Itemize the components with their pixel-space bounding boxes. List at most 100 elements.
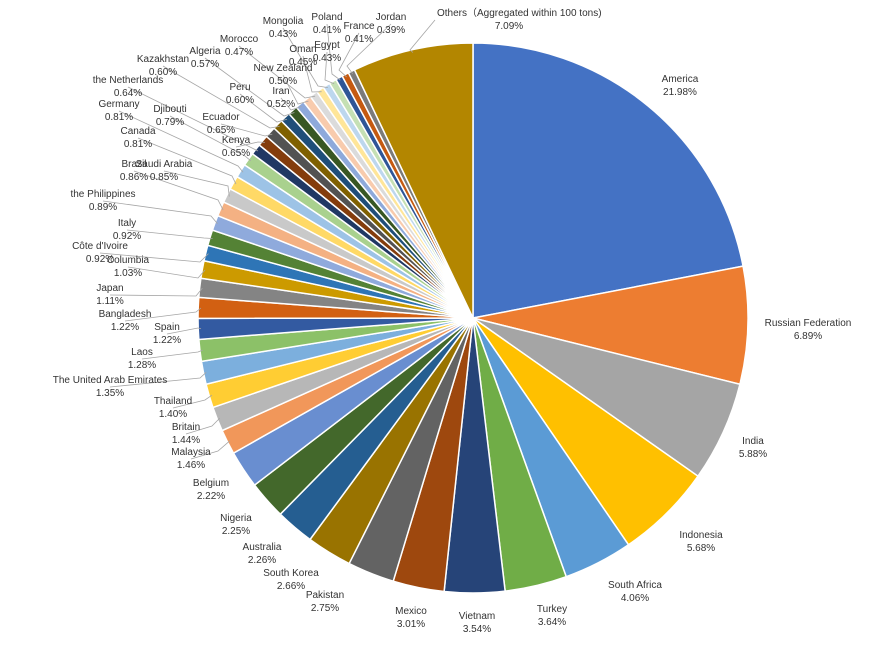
leader-line-the-philippines (102, 200, 218, 225)
leader-line-others-aggregated-within-100-tons (409, 19, 436, 53)
slice-label-poland: Poland (311, 12, 342, 23)
slice-value-peru: 0.60% (226, 95, 254, 106)
slice-value-mongolia: 0.43% (269, 29, 297, 40)
leader-line-bangladesh (124, 307, 202, 322)
slice-label-australia: Australia (243, 542, 282, 553)
slice-value-south-africa: 4.06% (621, 593, 649, 604)
slice-label-indonesia: Indonesia (679, 530, 723, 541)
slice-label-canada: Canada (120, 126, 155, 137)
slice-label-italy: Italy (118, 218, 136, 229)
slice-label-iran: Iran (272, 86, 289, 97)
slice-label-new-zealand: New Zealand (254, 63, 313, 74)
leader-line-mongolia (282, 27, 328, 88)
leader-line-c-te-d-ivoire (99, 252, 209, 263)
leader-lines (99, 19, 436, 460)
slice-label-nigeria: Nigeria (220, 513, 252, 524)
slice-label-djibouti: Djibouti (153, 104, 186, 115)
slice-label-vietnam: Vietnam (459, 611, 496, 622)
slice-label-saudi-arabia: Saudi Arabia (136, 159, 193, 170)
slice-value-thailand: 1.40% (159, 409, 187, 420)
slice-value-jordan: 0.39% (377, 25, 405, 36)
slice-labels: America 21.98% Russian Federation 6.89% Indi… (53, 7, 852, 635)
slice-label-south-africa: South Africa (608, 580, 662, 591)
slice-label-south-korea: South Korea (263, 568, 319, 579)
leader-line-columbia (127, 266, 206, 279)
slice-value-russian-federation: 6.89% (794, 331, 822, 342)
slice-value-pakistan: 2.75% (311, 603, 339, 614)
slice-value-the-philippines: 0.89% (89, 202, 117, 213)
slice-value-oman: 0.45% (289, 57, 317, 68)
leader-line-france (338, 32, 360, 78)
slice-value-italy: 0.92% (113, 231, 141, 242)
pie-slices (197, 42, 749, 594)
slice-value-america: 21.98% (663, 87, 697, 98)
slice-label-the-united-arab-emirates: The United Arab Emirates (53, 375, 168, 386)
slice-value-poland: 0.41% (313, 25, 341, 36)
slice-value-the-netherlands: 0.64% (114, 88, 142, 99)
slice-value-iran: 0.52% (267, 99, 295, 110)
leader-line-morocco (238, 45, 316, 99)
leader-line-germany (118, 110, 244, 173)
leader-line-iran (280, 97, 302, 111)
slice-value-india: 5.88% (739, 449, 767, 460)
slice-label-thailand: Thailand (154, 396, 192, 407)
slice-value-spain: 1.22% (153, 335, 181, 346)
leader-line-brazil (133, 170, 224, 211)
slice-label-algeria: Algeria (189, 46, 221, 57)
slice-value-djibouti: 0.79% (156, 117, 184, 128)
slice-value-nigeria: 2.25% (222, 526, 250, 537)
slice-label-mexico: Mexico (395, 606, 427, 617)
slice-value-france: 0.41% (345, 34, 373, 45)
slice-label-malaysia: Malaysia (171, 447, 211, 458)
slice-value-laos: 1.28% (128, 360, 156, 371)
slice-label-columbia: Columbia (107, 255, 150, 266)
leader-line-italy (126, 229, 213, 239)
slice-label-brazil: Brazil (121, 159, 146, 170)
slice-value-canada: 0.81% (124, 139, 152, 150)
slice-label-mongolia: Mongolia (263, 16, 304, 27)
slice-label-germany: Germany (98, 99, 139, 110)
slice-label-america: America (662, 74, 699, 85)
leader-line-the-united-arab-emirates (109, 372, 207, 388)
leader-line-canada (137, 137, 237, 185)
slice-label-pakistan: Pakistan (306, 590, 344, 601)
leader-line-ecuador (220, 123, 273, 137)
leader-line-malaysia (190, 440, 231, 460)
slice-value-belgium: 2.22% (197, 491, 225, 502)
slice-label-peru: Peru (229, 82, 250, 93)
slice-value-c-te-d-ivoire: 0.92% (86, 254, 114, 265)
slice-value-mexico: 3.01% (397, 619, 425, 630)
slice-value-egypt: 0.43% (313, 53, 341, 64)
slice-label-spain: Spain (154, 322, 180, 333)
slice-label-france: France (343, 21, 375, 32)
leader-line-britain (185, 417, 221, 435)
slice-value-britain: 1.44% (172, 435, 200, 446)
slice-value-south-korea: 2.66% (277, 581, 305, 592)
leader-line-japan (109, 287, 203, 297)
leader-line-peru (239, 93, 288, 123)
slice-value-others-aggregated-within-100-tons: 7.09% (495, 21, 523, 32)
leader-line-jordan (346, 23, 392, 75)
leader-line-kazakhstan (162, 65, 280, 129)
slice-label-the-philippines: the Philippines (70, 189, 135, 200)
slice-value-algeria: 0.57% (191, 59, 219, 70)
slice-value-columbia: 1.03% (114, 268, 142, 279)
slice-label-oman: Oman (289, 44, 316, 55)
slice-label-britain: Britain (172, 422, 200, 433)
slice-value-saudi-arabia: 0.85% (150, 172, 178, 183)
leader-line-poland (326, 23, 341, 81)
slice-label-kenya: Kenya (222, 135, 251, 146)
pie-slice-russian-federation (472, 265, 749, 386)
leader-line-egypt (324, 51, 335, 85)
slice-label-laos: Laos (131, 347, 153, 358)
leader-line-kenya (235, 141, 265, 148)
slice-value-malaysia: 1.46% (177, 460, 205, 471)
leader-line-spain (166, 327, 202, 335)
pie-slice-america (472, 42, 744, 319)
slice-value-indonesia: 5.68% (687, 543, 715, 554)
pie-slice-others-aggregated-within-100-tons (353, 42, 474, 319)
slice-value-the-united-arab-emirates: 1.35% (96, 388, 124, 399)
leader-line-djibouti (169, 115, 251, 162)
slice-value-kazakhstan: 0.60% (149, 67, 177, 78)
slice-label-jordan: Jordan (376, 12, 407, 23)
